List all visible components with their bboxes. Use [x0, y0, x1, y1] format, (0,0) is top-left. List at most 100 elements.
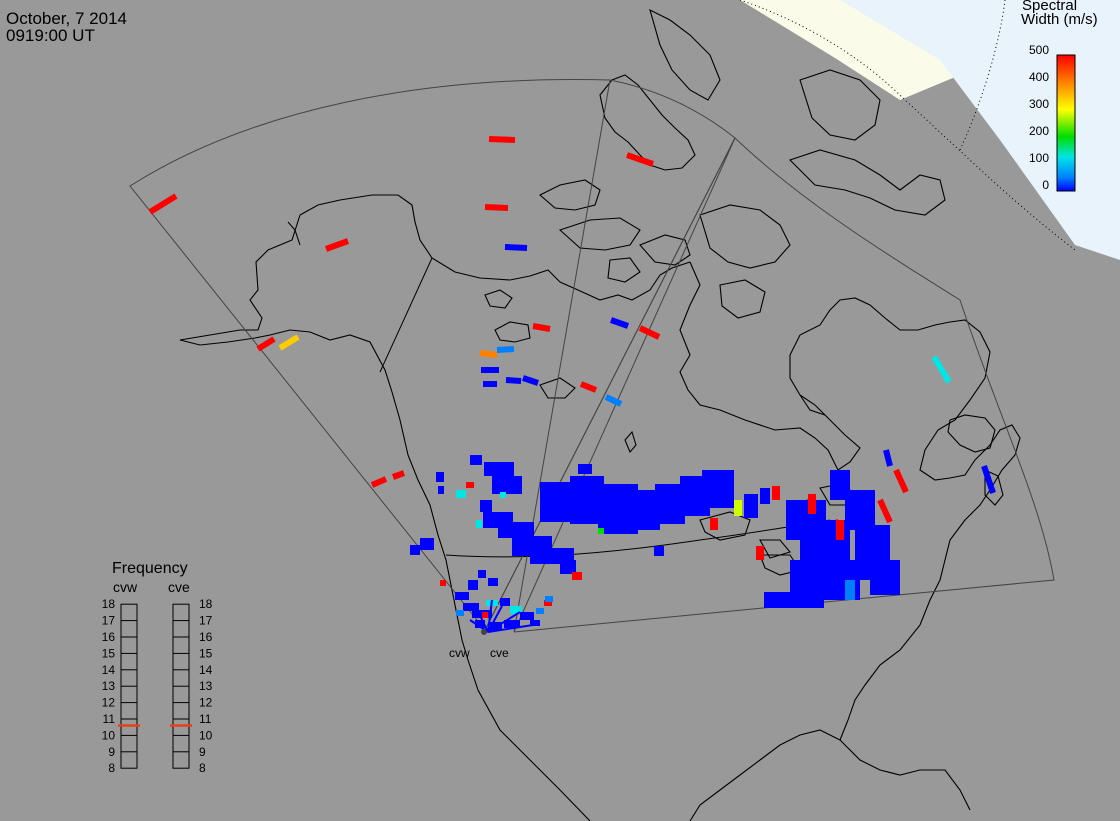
backscatter-cell	[610, 317, 629, 329]
color-scale-tick-label: 300	[1029, 97, 1049, 111]
backscatter-cell	[845, 490, 875, 530]
backscatter-cell	[520, 612, 534, 620]
backscatter-cell	[484, 462, 514, 476]
backscatter-cell	[578, 464, 592, 474]
backscatter-cell	[440, 580, 446, 586]
frequency-tick-label: 14	[199, 663, 213, 677]
backscatter-cell	[931, 355, 952, 384]
backscatter-cell	[764, 592, 824, 608]
frequency-tick-label: 10	[102, 728, 116, 742]
backscatter-cell	[410, 545, 420, 555]
backscatter-cell	[487, 624, 534, 633]
frequency-tick-label: 12	[199, 696, 213, 710]
backscatter-cell	[560, 560, 576, 574]
frequency-tick-label: 17	[102, 614, 116, 628]
backscatter-cell	[466, 482, 474, 488]
backscatter-cell	[455, 592, 469, 600]
backscatter-cell	[278, 334, 300, 351]
backscatter-cell	[772, 486, 780, 500]
backscatter-cell	[475, 620, 485, 628]
frequency-tick-label: 8	[108, 761, 115, 775]
frequency-tick-label: 11	[199, 712, 212, 726]
backscatter-cell	[893, 468, 909, 494]
backscatter-cell	[500, 598, 510, 606]
backscatter-cell	[744, 494, 758, 518]
frequency-tick-label: 10	[199, 728, 213, 742]
frequency-tick-label: 13	[199, 679, 213, 693]
backscatter-cell	[478, 570, 486, 578]
color-scale-tick-label: 500	[1029, 43, 1049, 57]
frequency-tick-label: 18	[102, 597, 116, 611]
backscatter-cell	[500, 492, 506, 498]
frequency-radar-label-cvw: cvw	[113, 579, 138, 595]
backscatter-cell	[760, 488, 770, 504]
backscatter-cell	[256, 336, 276, 352]
backscatter-cell	[883, 449, 893, 467]
backscatter-cell	[572, 572, 582, 580]
backscatter-cell	[370, 476, 388, 488]
frequency-tick-label: 17	[199, 614, 213, 628]
backscatter-cell	[579, 381, 598, 393]
backscatter-cell	[530, 620, 540, 626]
frequency-tick-label: 16	[102, 630, 116, 644]
backscatter-cell	[981, 465, 996, 494]
backscatter-cell	[498, 522, 534, 538]
frequency-tick-label: 16	[199, 630, 213, 644]
backscatter-cell	[420, 538, 434, 550]
color-scale-title: Spectral	[1022, 0, 1078, 14]
site-label-cve: cve	[490, 646, 509, 660]
backscatter-cell	[756, 546, 764, 560]
backscatter-cell	[487, 605, 503, 633]
backscatter-cell	[836, 520, 844, 540]
backscatter-cell	[510, 606, 522, 614]
backscatter-cell	[487, 599, 493, 633]
backscatter-cell	[734, 500, 742, 516]
frequency-tick-label: 15	[199, 646, 213, 660]
backscatter-cell	[436, 472, 444, 482]
backscatter-cell	[488, 578, 498, 586]
date-label: October, 7 2014	[6, 9, 127, 28]
frequency-title: Frequency	[112, 560, 188, 577]
color-scale-ticks: 500 400 300 200 100 0	[1029, 43, 1049, 192]
color-scale-tick-label: 0	[1042, 178, 1049, 192]
frequency-tick-label: 11	[103, 712, 116, 726]
frequency-tick-label: 9	[108, 745, 115, 759]
backscatter-cell	[522, 375, 539, 386]
radar-backscatter	[148, 136, 996, 633]
frequency-tick-label: 8	[199, 761, 206, 775]
frequency-radar-label-cve: cve	[168, 579, 190, 595]
backscatter-cell	[487, 611, 521, 633]
backscatter-cell	[626, 152, 654, 167]
backscatter-cell	[808, 494, 816, 514]
color-scale-subtitle: Width (m/s)	[1021, 11, 1098, 28]
frequency-tick-label: 13	[102, 679, 116, 693]
time-label: 0919:00 UT	[6, 26, 95, 45]
color-scale-bar	[1056, 54, 1076, 192]
backscatter-cell	[438, 486, 444, 494]
frequency-tick-label: 14	[102, 663, 116, 677]
frequency-tick-label: 9	[199, 745, 206, 759]
backscatter-cell	[324, 238, 350, 252]
backscatter-cell	[654, 546, 664, 556]
frequency-panel: 18 18 17 17 16 16 15 15 14 14 13 13 12 12 11 11 10 10 9 9 8 8	[102, 597, 213, 775]
backscatter-cell	[877, 498, 893, 524]
backscatter-cell	[468, 580, 478, 590]
backscatter-cell	[505, 377, 522, 384]
latitude-circle	[959, 0, 1006, 151]
backscatter-cell	[496, 346, 515, 353]
backscatter-cell	[480, 500, 492, 512]
backscatter-cell	[391, 470, 406, 480]
backscatter-cell	[544, 600, 552, 606]
backscatter-cell	[482, 612, 488, 618]
backscatter-cell	[604, 394, 623, 407]
color-scale-tick-label: 200	[1029, 124, 1049, 138]
backscatter-cell	[845, 580, 855, 600]
backscatter-cell	[638, 325, 661, 340]
backscatter-cell	[456, 490, 466, 498]
frequency-tick-label: 15	[102, 646, 116, 660]
backscatter-cell	[463, 603, 479, 611]
backscatter-cell	[545, 596, 553, 602]
